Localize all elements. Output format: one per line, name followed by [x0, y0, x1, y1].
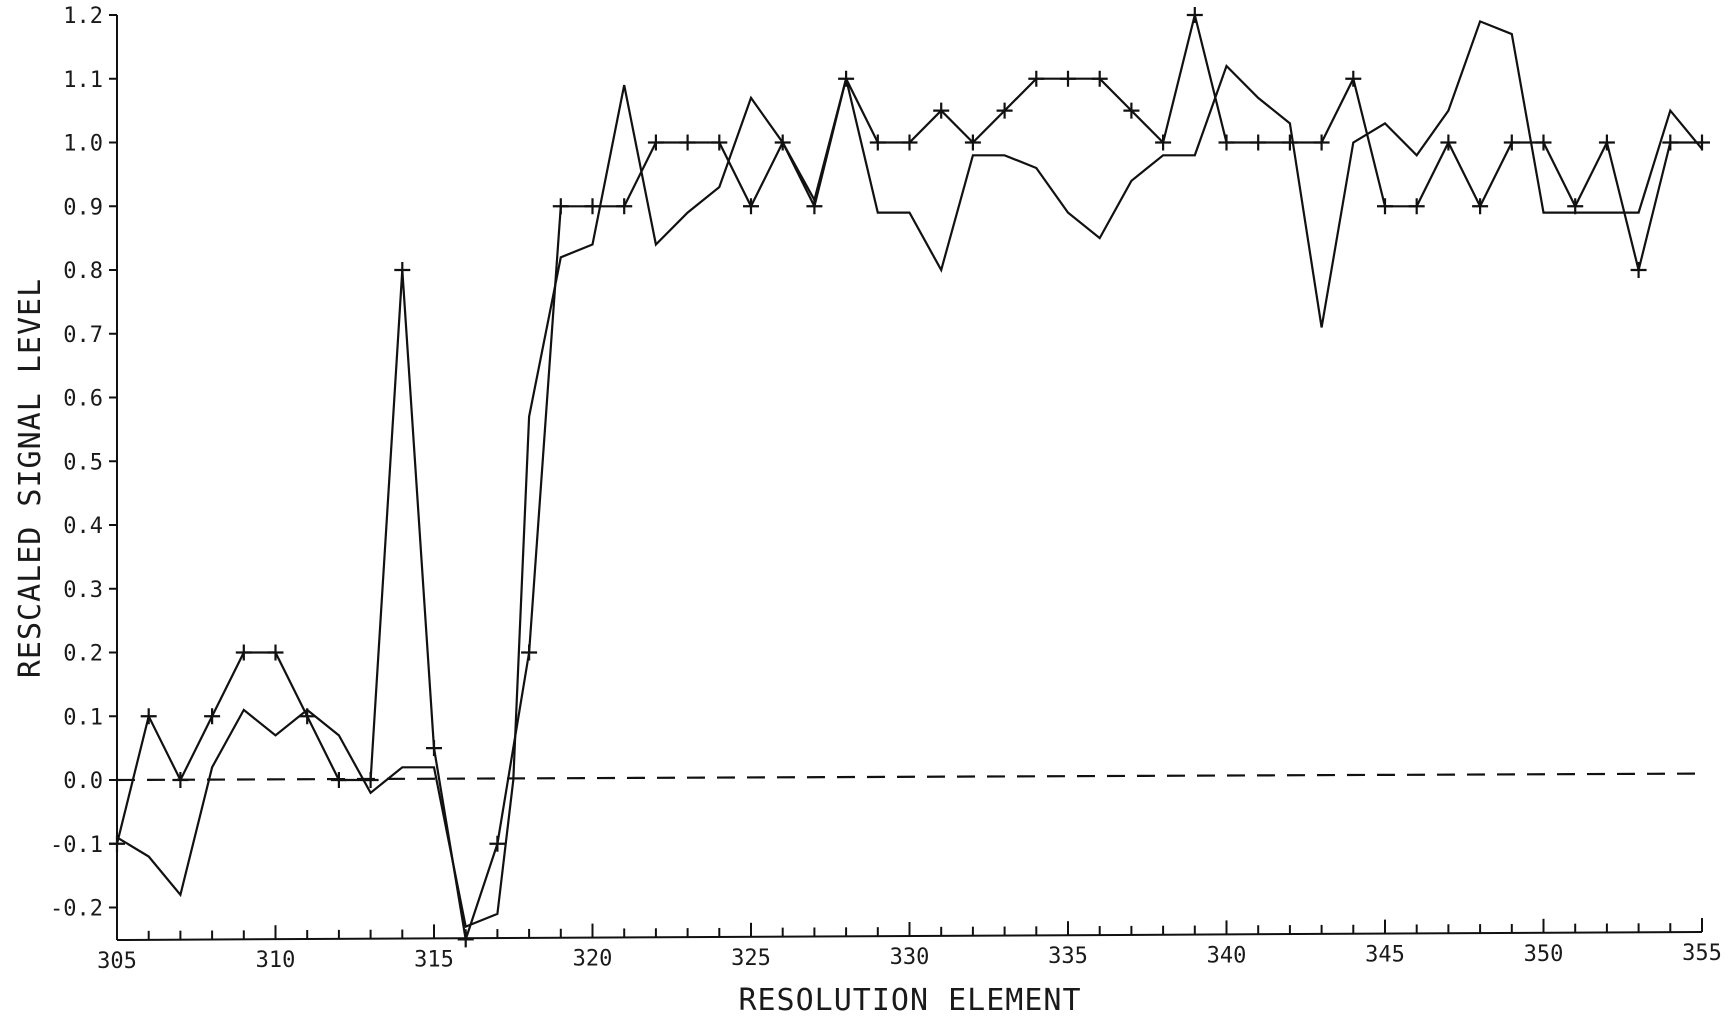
y-tick-label: 0.3 — [63, 578, 103, 603]
data-point — [1123, 102, 1140, 119]
data-point — [1028, 70, 1045, 87]
x-tick-label: 305 — [97, 949, 137, 974]
y-tick-label: 1.0 — [63, 132, 103, 157]
data-point — [1535, 134, 1552, 151]
x-tick-label: 350 — [1524, 942, 1564, 967]
data-point — [711, 134, 728, 151]
plot-area — [109, 7, 1710, 948]
data-point — [1186, 7, 1203, 23]
series-3 — [116, 772, 1703, 782]
reference-line — [116, 772, 1703, 782]
data-point — [521, 644, 538, 661]
data-point — [647, 134, 664, 151]
data-point — [235, 644, 252, 661]
data-point — [1281, 134, 1298, 151]
data-point — [1408, 198, 1425, 215]
data-point — [1091, 70, 1108, 87]
x-tick-label: 310 — [256, 948, 296, 973]
data-point — [964, 134, 981, 151]
data-point — [996, 102, 1013, 119]
y-axis-title: RESCALED SIGNAL LEVEL — [13, 278, 48, 678]
data-point — [1598, 134, 1615, 151]
data-point — [1155, 134, 1172, 151]
y-tick-label: 0.6 — [63, 387, 103, 412]
data-point — [616, 198, 633, 215]
y-tick-label: 0.7 — [63, 323, 103, 348]
data-point — [267, 644, 284, 661]
data-point — [1503, 134, 1520, 151]
x-tick-label: 340 — [1207, 943, 1247, 968]
y-tick-label: 0.8 — [63, 259, 103, 284]
data-point — [552, 198, 569, 215]
x-tick-label: 315 — [414, 947, 454, 972]
data-point — [1250, 134, 1267, 151]
data-point — [1662, 134, 1679, 151]
series-line — [116, 19, 1703, 929]
data-point — [869, 134, 886, 151]
data-point — [743, 198, 759, 215]
data-point — [140, 708, 157, 725]
ticks — [109, 14, 1703, 940]
y-tick-label: -0.1 — [50, 833, 103, 858]
data-point — [426, 740, 442, 757]
data-point — [457, 931, 474, 948]
data-point — [1472, 198, 1489, 215]
data-point — [394, 262, 411, 278]
series-line — [115, 14, 1702, 940]
data-point — [901, 134, 918, 151]
x-tick-label: 325 — [731, 946, 771, 971]
data-point — [1440, 134, 1457, 151]
y-tick-label: 0.0 — [63, 769, 103, 794]
data-point — [489, 835, 506, 852]
y-tick-label: 1.2 — [63, 4, 103, 29]
x-tick-label: 320 — [573, 947, 613, 972]
data-point — [1630, 262, 1647, 278]
data-point — [1345, 70, 1362, 87]
x-axis-title: RESOLUTION ELEMENT — [738, 983, 1081, 1018]
data-point — [679, 134, 696, 151]
data-point — [204, 708, 221, 725]
data-point — [1218, 134, 1235, 151]
y-tick-label: 0.2 — [63, 642, 103, 667]
y-tick-label: 0.9 — [63, 195, 103, 220]
axes — [116, 15, 1703, 941]
data-point — [1060, 70, 1076, 87]
data-point — [584, 198, 601, 215]
data-point — [1377, 198, 1393, 215]
series-1 — [109, 7, 1710, 948]
y-tick-label: 0.5 — [63, 450, 103, 475]
x-tick-label: 330 — [890, 945, 930, 970]
tick-labels: 1.2 1.1 1.0 0.9 0.8 0.7 0.6 0.5 0.4 0.3 0.2 0.1 0.0 -… — [50, 4, 1722, 974]
data-point — [1313, 134, 1330, 151]
y-tick-label: 0.1 — [63, 705, 103, 730]
y-tick-label: 1.1 — [63, 68, 103, 93]
x-tick-label: 335 — [1048, 944, 1088, 969]
x-tick-label: 345 — [1365, 943, 1405, 968]
x-tick-label: 355 — [1682, 941, 1722, 966]
data-point — [933, 102, 950, 119]
y-tick-label: 0.4 — [63, 514, 103, 539]
series-2 — [116, 19, 1703, 929]
y-tick-label: -0.2 — [50, 897, 103, 922]
